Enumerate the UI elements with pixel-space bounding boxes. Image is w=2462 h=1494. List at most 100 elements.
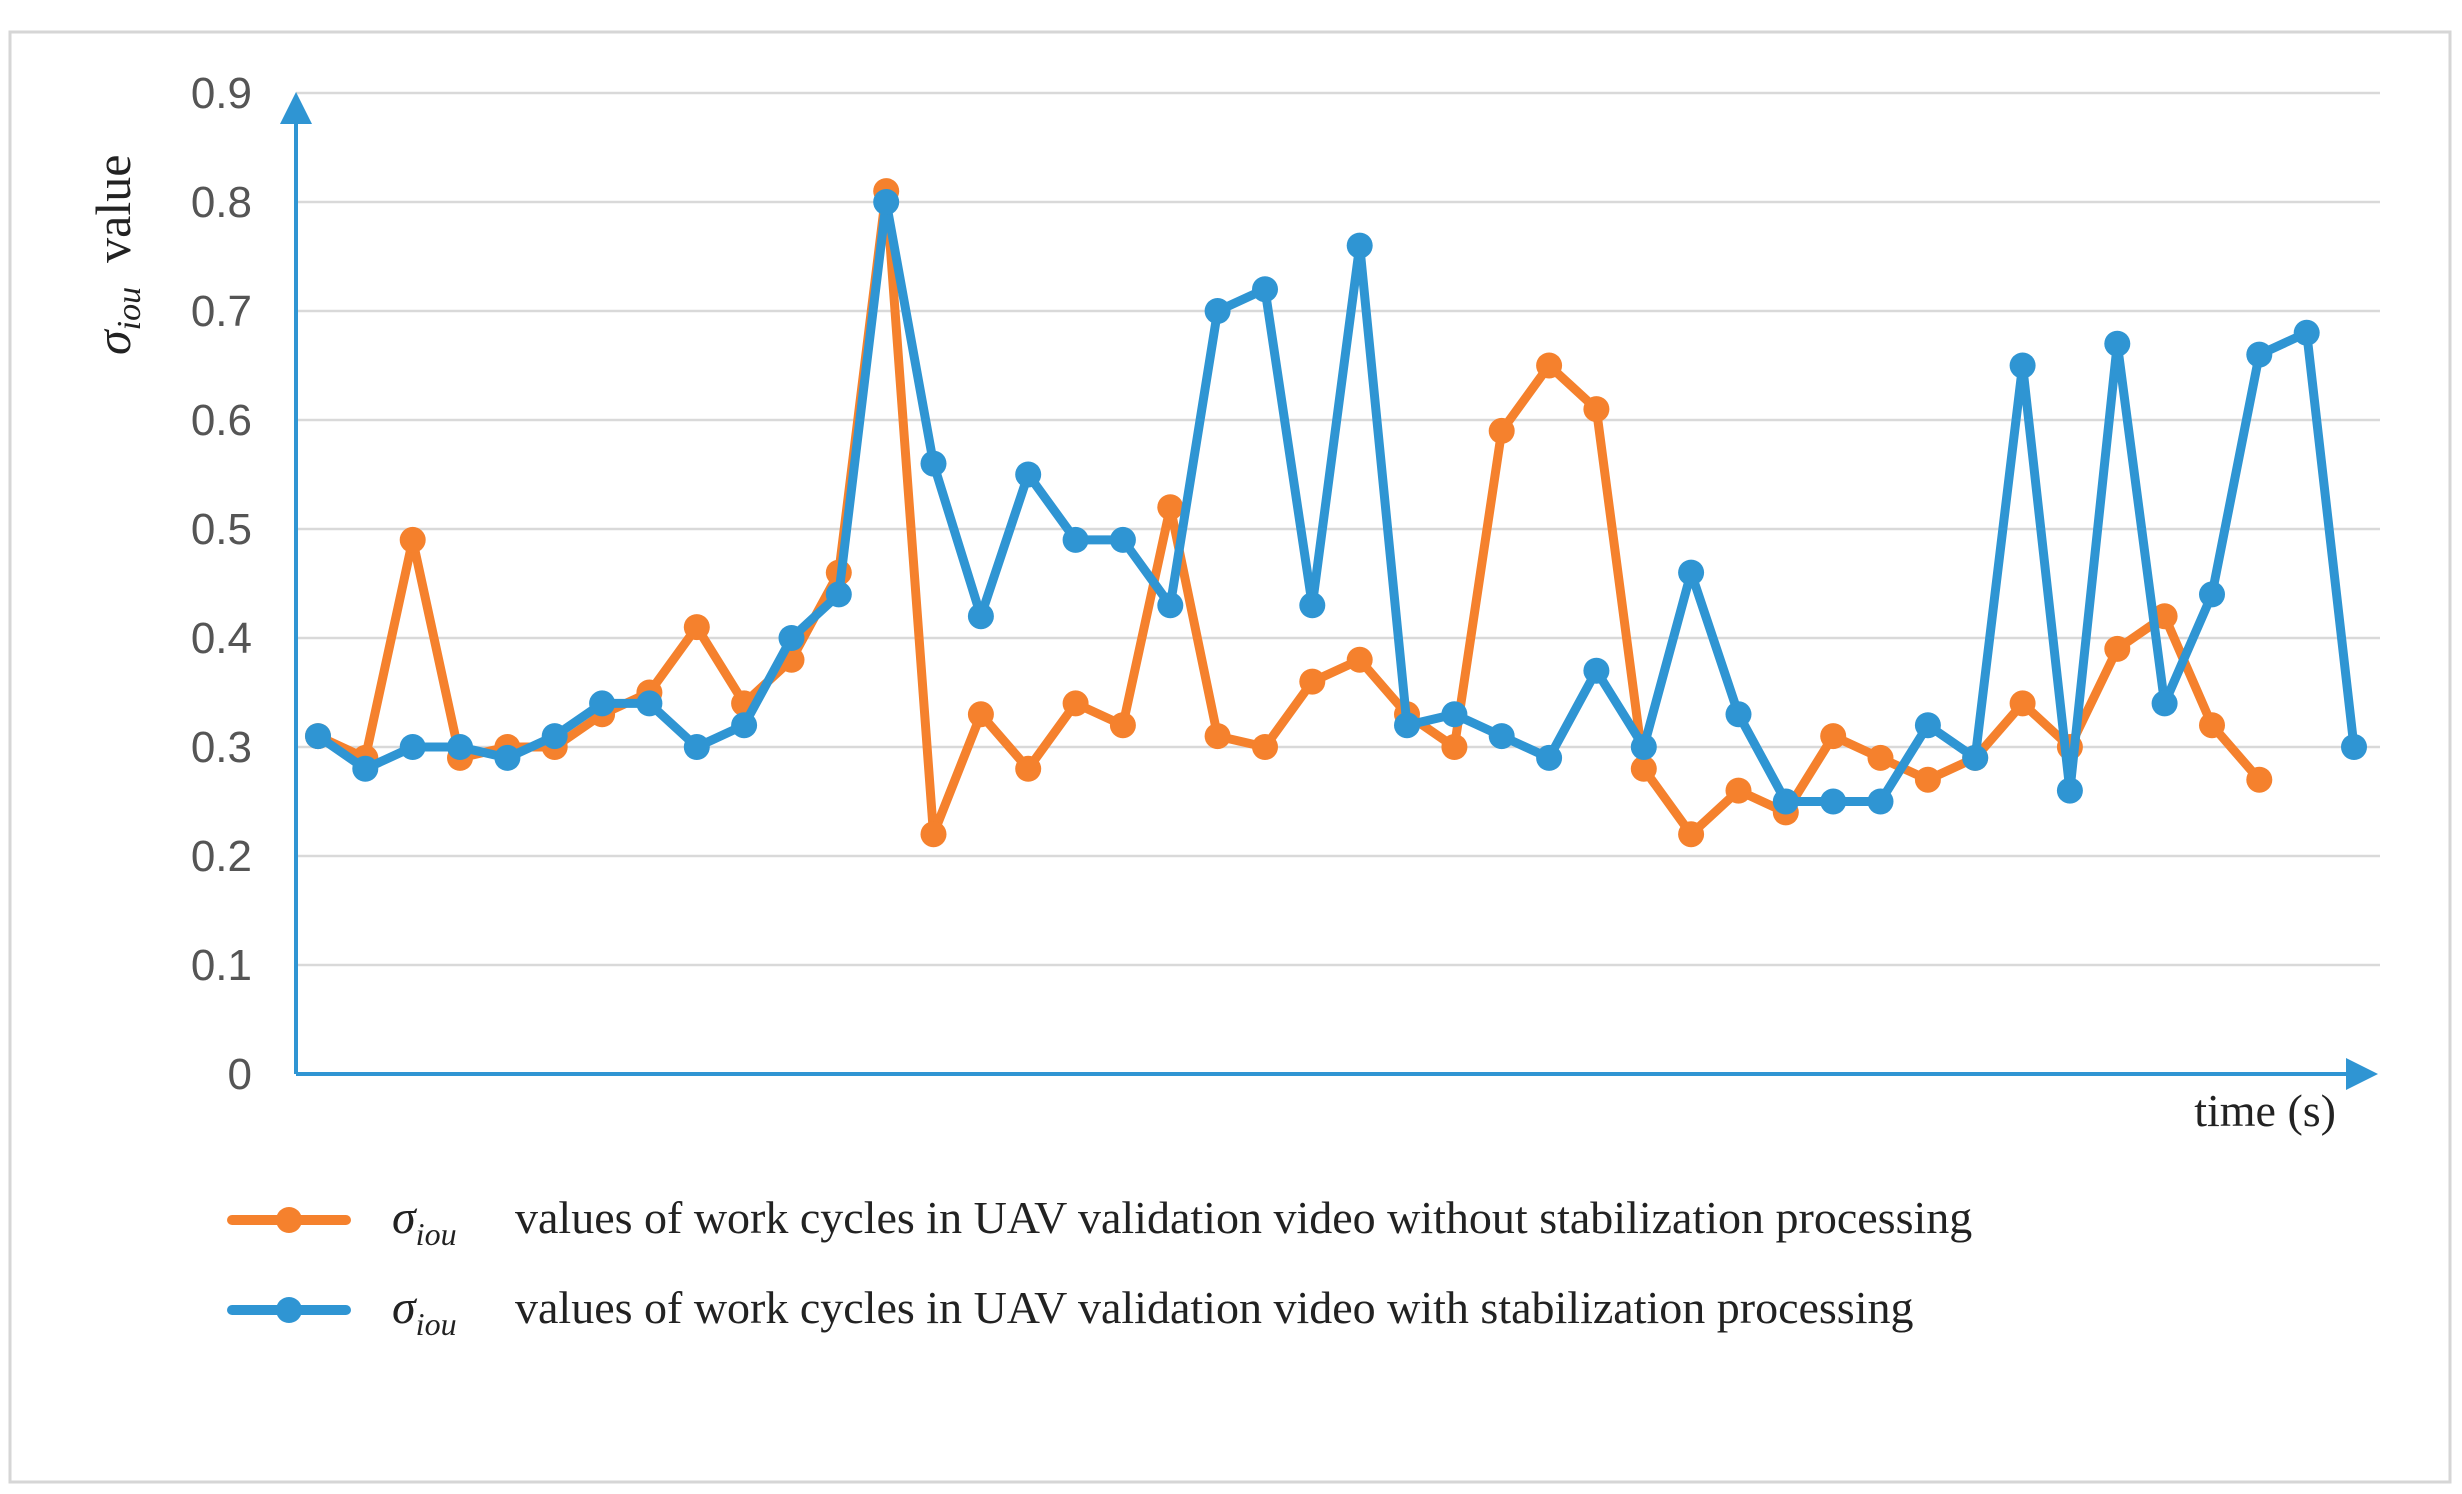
data-point: [1583, 657, 1610, 684]
data-point: [1441, 701, 1468, 728]
legend-symbol-with: σiou: [392, 1281, 457, 1342]
data-point: [1536, 744, 1563, 771]
data-point: [1914, 712, 1941, 739]
data-point: [541, 723, 568, 750]
y-axis-label-word: value: [85, 155, 141, 263]
data-point: [1820, 723, 1847, 750]
data-point: [636, 690, 663, 717]
data-point: [1725, 701, 1752, 728]
data-point: [1536, 352, 1563, 379]
data-point: [1109, 526, 1136, 553]
data-point: [1346, 646, 1373, 673]
y-tick-label: 0.8: [191, 178, 252, 227]
data-point: [1252, 276, 1278, 303]
data-point: [2104, 635, 2131, 662]
data-point: [683, 734, 710, 760]
data-point: [1252, 734, 1278, 760]
data-point: [967, 603, 994, 630]
data-point: [1157, 592, 1184, 619]
data-point: [1299, 668, 1326, 695]
y-axis-label: σiou value: [85, 155, 148, 355]
data-point: [1299, 592, 1326, 619]
series-layer: [305, 178, 2367, 848]
data-point: [2104, 330, 2131, 357]
data-point: [589, 690, 616, 717]
data-point: [1488, 417, 1515, 444]
data-point: [1678, 821, 1705, 848]
axes: [280, 92, 2378, 1090]
data-point: [1062, 690, 1089, 717]
data-point: [1062, 526, 1089, 553]
data-point: [920, 450, 947, 477]
data-point: [731, 712, 758, 739]
data-point: [1867, 744, 1894, 771]
y-tick-label: 0.7: [191, 287, 252, 336]
data-point: [967, 701, 994, 728]
data-point: [1820, 788, 1847, 815]
data-point: [1725, 777, 1752, 804]
data-point: [399, 526, 426, 553]
legend-entry-with-stabilization: σiou values of work cycles in UAV valida…: [227, 1281, 1914, 1342]
y-tick-label: 0: [228, 1050, 252, 1099]
series-with-stabilization: [305, 189, 2367, 815]
data-point: [447, 734, 473, 760]
y-axis-arrow: [280, 92, 312, 124]
data-point: [1583, 396, 1610, 423]
data-point: [2341, 734, 2367, 760]
data-point: [1015, 755, 1042, 782]
data-point: [1441, 734, 1468, 760]
legend: σiou values of work cycles in UAV valida…: [227, 1191, 1972, 1342]
data-point: [1867, 788, 1894, 815]
data-point: [2199, 581, 2225, 608]
data-point: [2246, 766, 2273, 793]
data-point: [920, 821, 947, 848]
data-point: [1204, 723, 1231, 750]
y-tick-label: 0.9: [191, 69, 252, 118]
y-axis-label-symbol: σ: [85, 328, 141, 355]
series-line: [313, 186, 2264, 839]
data-point: [683, 614, 710, 641]
series-line: [313, 197, 2359, 806]
data-point: [1488, 723, 1515, 750]
data-point: [399, 734, 426, 760]
data-point: [1394, 712, 1420, 739]
data-point: [873, 189, 900, 215]
y-tick-label: 0.3: [191, 723, 252, 772]
x-axis-arrow: [2346, 1058, 2378, 1090]
data-point: [1630, 755, 1657, 782]
data-point: [1630, 734, 1657, 760]
legend-swatch-marker-with: [276, 1297, 302, 1323]
data-point: [778, 625, 805, 651]
data-point: [2151, 690, 2178, 717]
data-point: [1962, 744, 1989, 771]
data-point: [1109, 712, 1136, 739]
figure-frame: [8, 30, 2452, 1484]
data-point: [352, 755, 379, 782]
y-axis-label-subscript: iou: [111, 287, 148, 330]
data-point: [1772, 788, 1799, 815]
gridlines: [296, 91, 2380, 967]
y-tick-label: 0.4: [191, 614, 252, 663]
data-point: [1678, 559, 1705, 586]
y-tick-label: 0.5: [191, 505, 252, 554]
x-axis-label: time (s): [2194, 1085, 2336, 1136]
data-point: [825, 581, 852, 608]
legend-label-with: values of work cycles in UAV validation …: [515, 1282, 1914, 1333]
data-point: [1157, 494, 1184, 521]
legend-swatch-marker-without: [276, 1207, 302, 1233]
data-point: [2293, 319, 2320, 346]
y-tick-labels: 0 0.1 0.2 0.3 0.4 0.5 0.6 0.7 0.8 0.9: [191, 69, 252, 1099]
data-point: [2056, 777, 2083, 804]
data-point: [2009, 690, 2036, 717]
data-point: [305, 723, 331, 750]
data-point: [1914, 766, 1941, 793]
legend-symbol-without: σiou: [392, 1191, 457, 1252]
y-tick-label: 0.2: [191, 832, 252, 881]
data-point: [1346, 232, 1373, 259]
data-point: [1204, 298, 1231, 324]
y-tick-label: 0.6: [191, 396, 252, 445]
legend-entry-without-stabilization: σiou values of work cycles in UAV valida…: [227, 1191, 1972, 1252]
y-tick-label: 0.1: [191, 941, 252, 990]
data-point: [494, 744, 521, 771]
